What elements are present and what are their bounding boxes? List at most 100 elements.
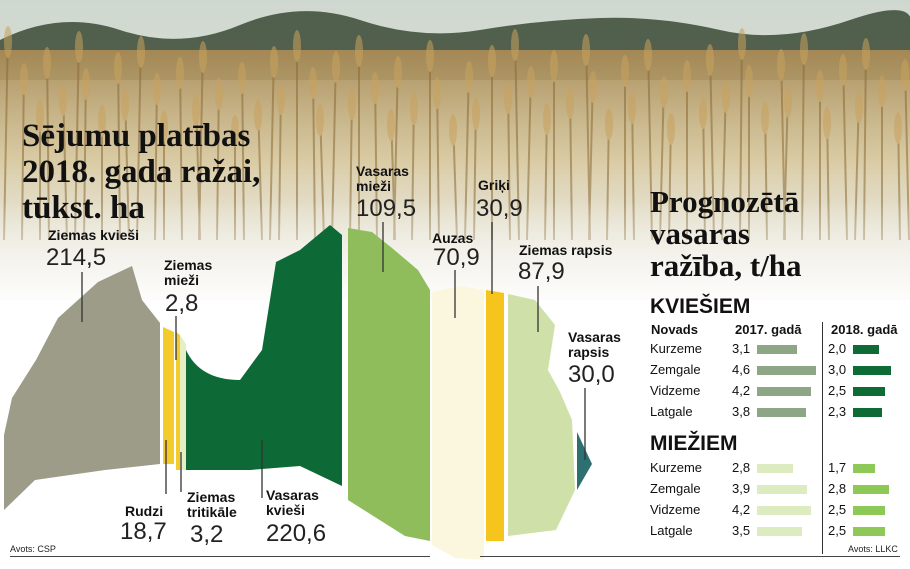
region-label: Vidzeme xyxy=(650,502,701,517)
value-2017: 3,5 xyxy=(732,523,751,538)
wheat-ear xyxy=(488,45,496,77)
region-label: Zemgale xyxy=(650,481,701,496)
wheat-ear xyxy=(660,76,668,108)
wheat-ear xyxy=(722,81,730,113)
wheat-ear xyxy=(215,78,223,110)
wheat-ear xyxy=(706,44,714,76)
map-area-vasaras-miezi xyxy=(348,228,430,541)
wheat-ear xyxy=(231,115,239,147)
wheat-ear xyxy=(745,65,753,97)
region-label: Zemgale xyxy=(650,362,701,377)
wheat-ear xyxy=(683,60,691,92)
wheat-ear xyxy=(699,97,707,129)
wheat-ear xyxy=(761,102,769,134)
wheat-ear xyxy=(137,36,145,68)
wheat-ear xyxy=(36,100,44,132)
wheat-ear xyxy=(121,89,129,121)
wheat-ear xyxy=(465,61,473,93)
wheat-ear xyxy=(784,86,792,118)
label-rudzi: Rudzi xyxy=(125,503,164,519)
value-2018: 2,0 xyxy=(828,341,847,356)
wheat-ear xyxy=(82,68,90,100)
wheat-ear xyxy=(550,50,558,82)
wheat-ear xyxy=(238,62,246,94)
col-head-2017: 2017. gadā xyxy=(735,322,802,337)
wheat-ear xyxy=(277,83,285,115)
wheat-ear xyxy=(309,67,317,99)
bar-2017 xyxy=(757,527,802,536)
bar-2017 xyxy=(757,485,807,494)
right-chart-title: Prognozētā vasaras ražība, t/ha xyxy=(650,184,802,283)
value-2018: 2,5 xyxy=(828,383,847,398)
map-area-rudzi xyxy=(176,332,180,470)
col-head-2018: 2018. gadā xyxy=(831,322,898,337)
wheat-ear xyxy=(153,73,161,105)
value-rudzi: 18,7 xyxy=(120,518,167,545)
wheat-ear xyxy=(901,59,909,91)
source-left: Avots: CSP xyxy=(10,544,56,554)
wheat-ear xyxy=(114,52,122,84)
bottom-rule-left xyxy=(10,556,430,557)
wheat-ear xyxy=(4,26,12,58)
wheat-ear xyxy=(582,34,590,66)
bar-2017 xyxy=(757,387,811,396)
wheat-ear xyxy=(293,30,301,62)
wheat-ear xyxy=(316,104,324,136)
wheat-ear xyxy=(332,51,340,83)
label-vasaras-kviesi: Vasaras kvieši xyxy=(266,487,319,518)
value-2017: 3,1 xyxy=(732,341,751,356)
value-vasaras-kviesi: 220,6 xyxy=(266,520,327,547)
region-label: Vidzeme xyxy=(650,383,701,398)
region-label: Kurzeme xyxy=(650,460,703,475)
bar-2018 xyxy=(853,485,889,494)
bar-2018 xyxy=(853,506,885,515)
source-right: Avots: LLKC xyxy=(848,544,898,554)
value-2018: 3,0 xyxy=(828,362,847,377)
wheat-ear xyxy=(43,47,51,79)
bar-2018 xyxy=(853,345,879,354)
wheat-ear xyxy=(777,49,785,81)
section-miezi-heading: MIEŽIEM xyxy=(650,432,738,455)
value-2018: 1,7 xyxy=(828,460,847,475)
wheat-ear xyxy=(738,28,746,60)
wheat-ear xyxy=(433,77,441,109)
wheat-ear xyxy=(254,99,262,131)
leader-lines xyxy=(81,222,586,498)
map-area-ziemas-tritikale xyxy=(180,335,186,470)
bar-2017 xyxy=(757,506,811,515)
label-vasaras-rapsis: Vasaras rapsis xyxy=(568,329,621,360)
value-ziemas-tritikale: 3,2 xyxy=(190,521,224,548)
value-2017: 4,2 xyxy=(732,383,751,398)
wheat-ear xyxy=(75,31,83,63)
region-label: Latgale xyxy=(650,404,693,419)
wheat-ear xyxy=(199,41,207,73)
bar-2017 xyxy=(757,345,797,354)
wheat-ear xyxy=(426,40,434,72)
region-label: Kurzeme xyxy=(650,341,703,356)
value-2017: 4,2 xyxy=(732,502,751,517)
wheat-ear xyxy=(192,94,200,126)
wheat-ear xyxy=(59,84,67,116)
wheat-ear xyxy=(394,56,402,88)
wheat-ear xyxy=(816,70,824,102)
wheat-ear xyxy=(644,39,652,71)
bar-2018 xyxy=(853,408,883,417)
wheat-ear xyxy=(855,91,863,123)
bar-2018 xyxy=(853,527,885,536)
section-kviesiem-heading: KVIEŠIEM xyxy=(650,295,751,318)
wheat-ear xyxy=(823,107,831,139)
value-ziemas-rapsis: 87,9 xyxy=(518,258,565,285)
map-area-griki xyxy=(486,290,504,541)
map-area-vasaras-rapsis xyxy=(577,432,592,490)
wheat-ear xyxy=(862,38,870,70)
col-head-novads: Novads xyxy=(651,322,698,337)
wheat-ear xyxy=(387,109,395,141)
value-2018: 2,5 xyxy=(828,523,847,538)
wheat-ear xyxy=(176,57,184,89)
wheat-ear xyxy=(348,88,356,120)
label-griki: Griķi xyxy=(478,177,510,193)
value-ziemas-miezi: 2,8 xyxy=(165,290,199,317)
wheat-ear xyxy=(371,72,379,104)
